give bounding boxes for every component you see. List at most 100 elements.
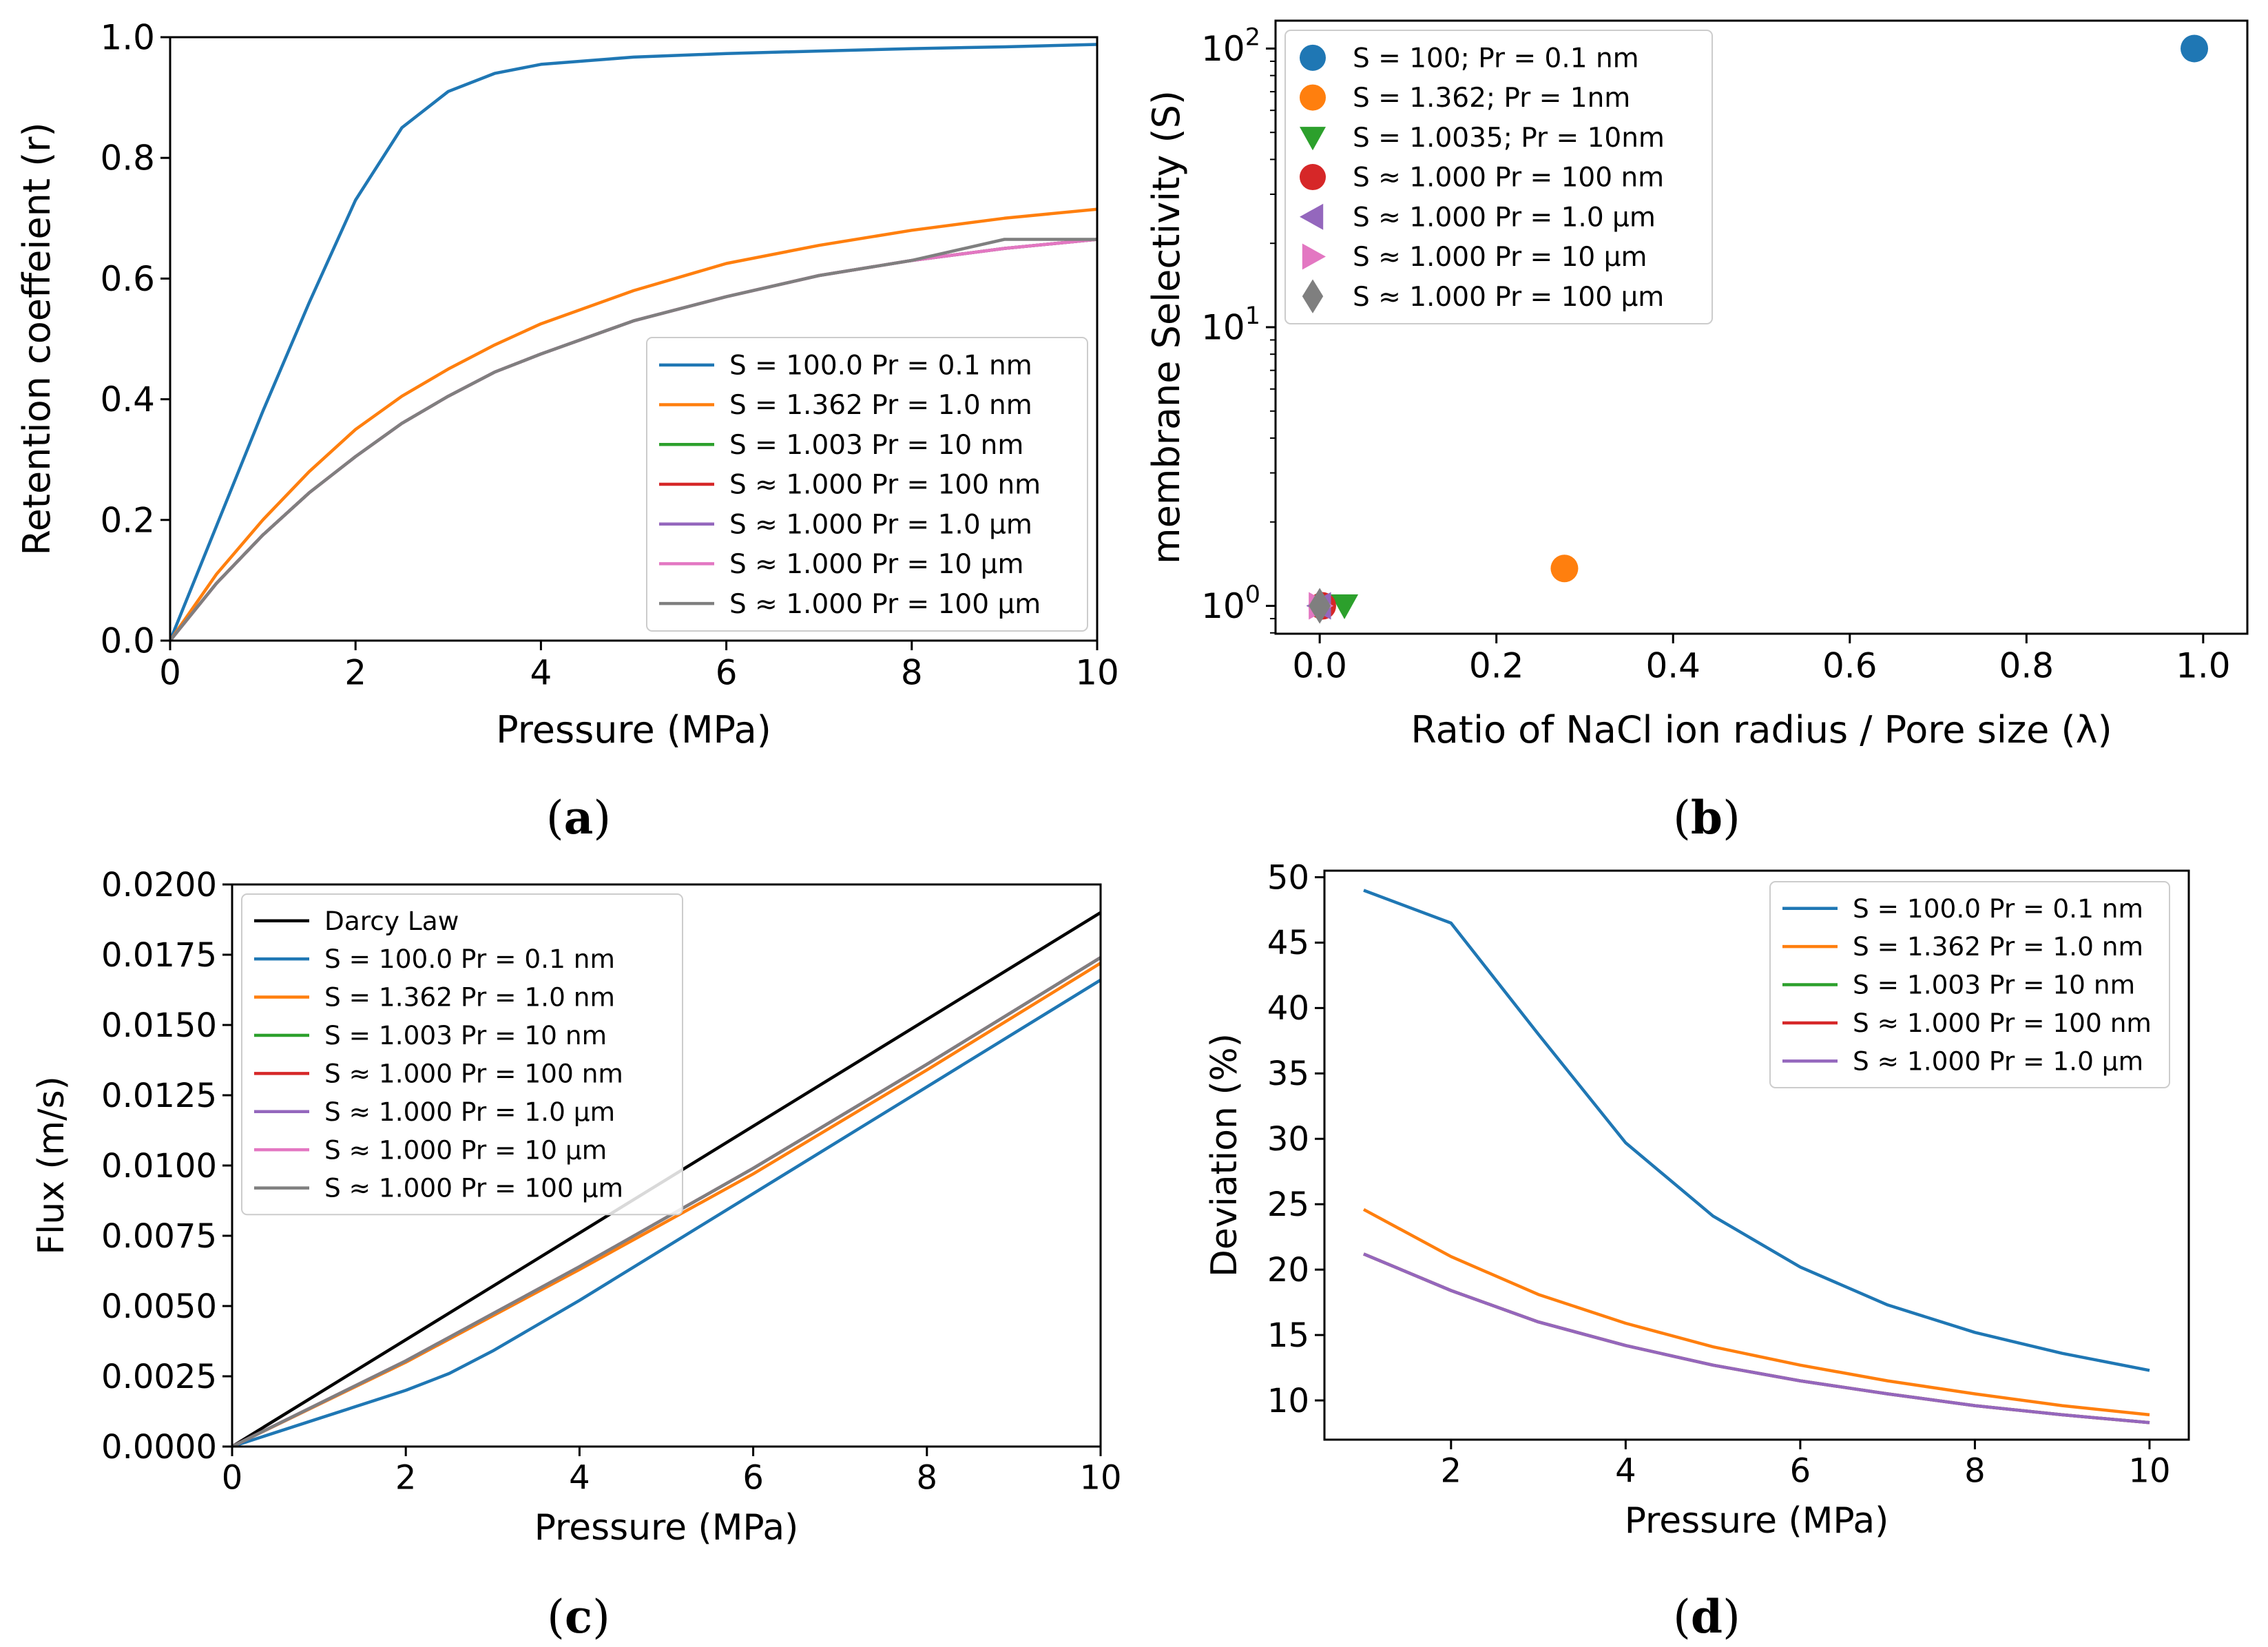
chart-panel-c: 0 2 4 6 8 10 0.0000 0.0025 0.0050 0.0075 0.0100 0.0…	[31, 866, 1122, 1644]
legend-label: S ≈ 1.000 Pr = 10 µm	[324, 1135, 607, 1165]
x-tick-label: 2	[1441, 1452, 1462, 1491]
legend-label: S = 1.003 Pr = 10 nm	[324, 1020, 607, 1050]
legend-marker-7	[1302, 279, 1324, 313]
y-tick-label: 0.0025	[101, 1358, 217, 1396]
legend-marker-4	[1300, 164, 1326, 191]
legend-marker-shape	[1300, 84, 1326, 111]
y-tick-label: 0.0050	[101, 1287, 217, 1326]
legend-box	[1769, 881, 2170, 1089]
legend-label: S = 100.0 Pr = 0.1 nm	[729, 350, 1032, 381]
legend-label: S ≈ 1.000 Pr = 1.0 µm	[1353, 202, 1656, 233]
legend-label: S = 1.0035; Pr = 10nm	[1353, 123, 1665, 154]
x-axis-label: Pressure (MPa)	[496, 708, 771, 752]
y-axis-label: membrane Selectivity (S)	[1145, 90, 1188, 564]
x-tick-label: 6	[742, 1459, 764, 1498]
y-tick-label: 0.0075	[101, 1217, 217, 1256]
legend-label: S ≈ 1.000 Pr = 100 nm	[324, 1058, 623, 1088]
x-tick-label: 4	[569, 1459, 590, 1498]
legend-marker-shape	[1302, 279, 1324, 313]
plot-area-c	[232, 911, 1101, 1447]
legend-d: S = 100.0 Pr = 0.1 nm S = 1.362 Pr = 1.0 …	[1769, 881, 2170, 1089]
legend-label: S ≈ 1.000 Pr = 100 µm	[729, 589, 1041, 620]
legend-label: S = 100; Pr = 0.1 nm	[1353, 43, 1639, 74]
legend-label: S ≈ 1.000 Pr = 100 nm	[1353, 163, 1664, 194]
y-tick-label: 0.4	[100, 380, 155, 419]
x-tick-label: 4	[1615, 1452, 1636, 1491]
y-tick-label: 30	[1267, 1120, 1309, 1159]
legend-label: S ≈ 1.000 Pr = 10 µm	[729, 549, 1023, 580]
y-tick-label: 0.8	[100, 138, 155, 178]
legend-marker-6	[1302, 243, 1326, 270]
y-tick-exponent: 2	[1245, 23, 1260, 51]
y-tick-exponent: 1	[1245, 302, 1260, 330]
x-tick-label: 10	[1079, 1459, 1121, 1498]
chart-panel-d: 2 4 6 8 10 10 15 20 25 30 35 40 45 50 S = 100.0 Pr = 0…	[1204, 858, 2190, 1644]
y-tick-label: 1.0	[100, 18, 155, 58]
series-line-5	[1363, 1252, 2150, 1425]
series-line-3	[1363, 1252, 2150, 1425]
legend-label: S = 1.003 Pr = 10 nm	[729, 430, 1023, 461]
y-axis-label: Flux (m/s)	[31, 1076, 72, 1255]
legend-a: S = 100.0 Pr = 0.1 nm S = 1.362 Pr = 1.0 …	[646, 336, 1088, 632]
axes-frame-c	[231, 883, 1102, 1448]
legend-marker-shape	[1300, 44, 1326, 71]
legend-label: S ≈ 1.000 Pr = 10 µm	[1353, 242, 1647, 273]
legend-b: S = 100; Pr = 0.1 nm S = 1.362; Pr = 1nm S…	[1284, 30, 1713, 325]
panel-letter: d	[1691, 1590, 1723, 1644]
x-axis-label: Pressure (MPa)	[1625, 1500, 1889, 1542]
data-point-2	[1550, 555, 1579, 583]
y-tick-label: 20	[1267, 1251, 1309, 1289]
legend-marker-3	[1300, 127, 1326, 151]
axes-frame-a	[169, 36, 1099, 642]
legend-label: S ≈ 1.000 Pr = 100 µm	[324, 1173, 623, 1203]
legend-label: S = 1.362 Pr = 1.0 nm	[1853, 931, 2143, 962]
y-tick-label: 0.0175	[101, 936, 217, 975]
legend-box	[646, 336, 1088, 632]
legend-label: S ≈ 1.000 Pr = 100 nm	[729, 470, 1041, 501]
legend-marker-2	[1300, 84, 1326, 111]
panel-letter: a	[564, 791, 594, 845]
y-tick-label: 40	[1267, 989, 1309, 1028]
y-tick-label: 25	[1267, 1185, 1309, 1224]
y-tick-label: 0.0150	[101, 1006, 217, 1045]
x-tick-label: 0.8	[1999, 646, 2054, 686]
legend-marker-shape	[1302, 243, 1326, 270]
y-tick-label: 0.0100	[101, 1147, 217, 1185]
data-point-3	[1331, 594, 1359, 619]
x-tick-label: 6	[1790, 1452, 1811, 1491]
plot-area-d	[1362, 889, 2150, 1425]
y-tick-label: 0.0125	[101, 1077, 217, 1115]
legend-label: S ≈ 1.000 Pr = 1.0 µm	[324, 1097, 615, 1127]
legend-box	[241, 893, 683, 1216]
x-tick-label: 10	[1075, 653, 1119, 693]
y-tick-label: 10	[1267, 1382, 1309, 1420]
y-tick-label: 0.0200	[101, 866, 217, 904]
axes-frame-d	[1323, 869, 2190, 1441]
legend-box	[1284, 30, 1713, 325]
y-tick-label: 102	[1201, 23, 1260, 69]
x-tick-label: 8	[901, 653, 923, 693]
y-tick-label: 101	[1201, 302, 1260, 348]
series-line-2	[232, 978, 1101, 1447]
x-tick-label: 2	[344, 653, 366, 693]
axes-frame-b	[1274, 19, 2249, 635]
legend-c: Darcy Law S = 100.0 Pr = 0.1 nm S = 1.362 …	[241, 893, 683, 1216]
legend-marker-1	[1300, 44, 1326, 71]
y-axis-label: Retention coeffeient (r)	[15, 122, 59, 555]
x-tick-label: 4	[530, 653, 552, 693]
x-axis-label: Pressure (MPa)	[534, 1507, 799, 1548]
legend-label: S = 100.0 Pr = 0.1 nm	[1853, 893, 2143, 924]
series-line-7	[170, 238, 1097, 641]
y-tick-label: 15	[1267, 1316, 1309, 1355]
x-tick-label: 0.0	[1292, 646, 1347, 686]
x-tick-label: 1.0	[2176, 646, 2231, 686]
legend-label: S = 1.003 Pr = 10 nm	[1853, 970, 2135, 1000]
y-tick-label: 100	[1201, 581, 1260, 627]
series-line-1	[170, 43, 1097, 641]
y-axis-label: Deviation (%)	[1204, 1033, 1245, 1277]
legend-label: S ≈ 1.000 Pr = 1.0 µm	[1853, 1046, 2143, 1076]
y-tick-base: 10	[1201, 586, 1245, 626]
series-line-2	[170, 207, 1097, 641]
